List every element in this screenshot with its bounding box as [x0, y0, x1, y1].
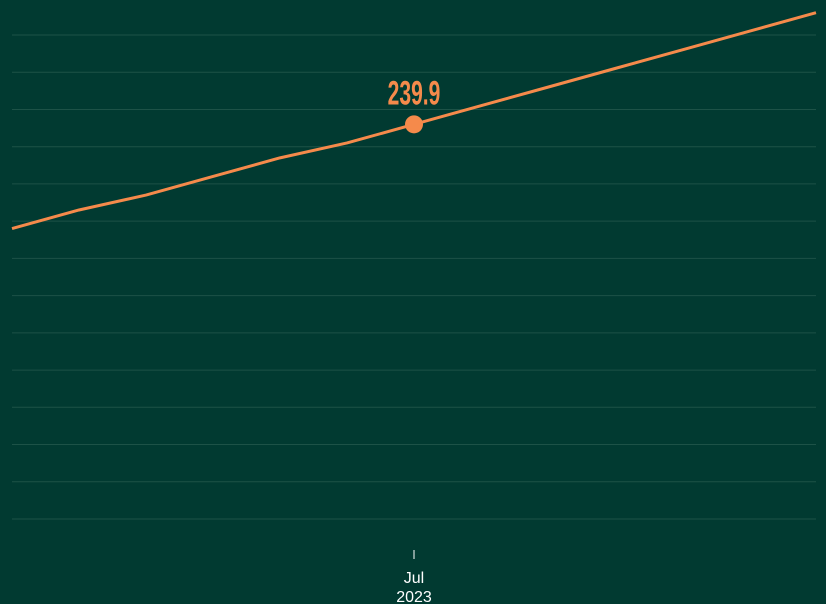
x-tick-year: 2023 [396, 589, 432, 604]
x-tick-label: Jul [404, 570, 424, 587]
value-label: 239.9 [388, 73, 441, 111]
highlight-point [405, 115, 423, 134]
